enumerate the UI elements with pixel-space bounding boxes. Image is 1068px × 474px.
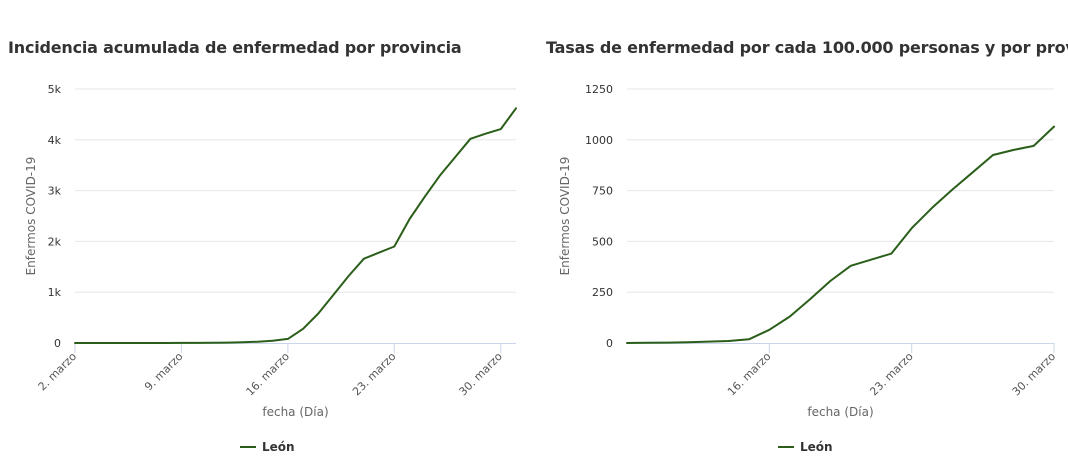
legend-label: León	[800, 440, 833, 454]
chart-title: Tasas de enfermedad por cada 100.000 per…	[546, 38, 1068, 57]
legend-item-leon[interactable]: León	[240, 440, 295, 454]
x-tick-label: 30. marzo	[1010, 350, 1059, 399]
y-tick-label: 0	[606, 337, 613, 350]
x-tick-label: 2. marzo	[36, 350, 80, 394]
x-tick-label: 30. marzo	[456, 350, 505, 399]
legend-swatch	[240, 446, 256, 448]
y-tick-label: 500	[592, 235, 613, 248]
x-tick-label: 16. marzo	[244, 350, 293, 399]
legend-label: León	[262, 440, 295, 454]
x-axis-title: fecha (Día)	[807, 405, 873, 419]
legend-item-leon[interactable]: León	[778, 440, 833, 454]
y-tick-label: 750	[592, 185, 613, 198]
y-tick-label: 0	[54, 337, 61, 350]
y-tick-label: 1k	[48, 286, 62, 299]
chart-title: Incidencia acumulada de enfermedad por p…	[8, 38, 462, 57]
legend-swatch	[778, 446, 794, 448]
line-chart-incidencia: 0 1k 2k 3k 4k 5k 2. marzo 9. marzo 16. marzo 23. …	[24, 83, 517, 419]
x-axis-title: fecha (Día)	[262, 405, 328, 419]
x-tick-label: 9. marzo	[142, 350, 186, 394]
series-line-leon	[626, 125, 1055, 344]
x-tick-label: 23. marzo	[867, 350, 916, 399]
x-tick-label: 16. marzo	[725, 350, 774, 399]
y-tick-label: 3k	[48, 185, 62, 198]
y-tick-label: 2k	[48, 235, 62, 248]
y-axis-title: Enfermos COVID-19	[24, 157, 38, 276]
chart-panel-incidencia: Incidencia acumulada de enfermedad por p…	[8, 38, 517, 454]
y-tick-label: 4k	[48, 134, 62, 147]
y-tick-label: 250	[592, 286, 613, 299]
chart-panel-tasas: Tasas de enfermedad por cada 100.000 per…	[534, 0, 1068, 474]
series-line-leon	[74, 107, 517, 344]
line-chart-tasas: 0 250 500 750 1000 1250 16. marzo 23. marzo 30. …	[558, 83, 1059, 419]
x-tick-label: 23. marzo	[350, 350, 399, 399]
y-tick-label: 1250	[585, 83, 613, 96]
y-tick-label: 5k	[48, 83, 62, 96]
y-axis-title: Enfermos COVID-19	[558, 157, 572, 276]
y-tick-label: 1000	[585, 134, 613, 147]
